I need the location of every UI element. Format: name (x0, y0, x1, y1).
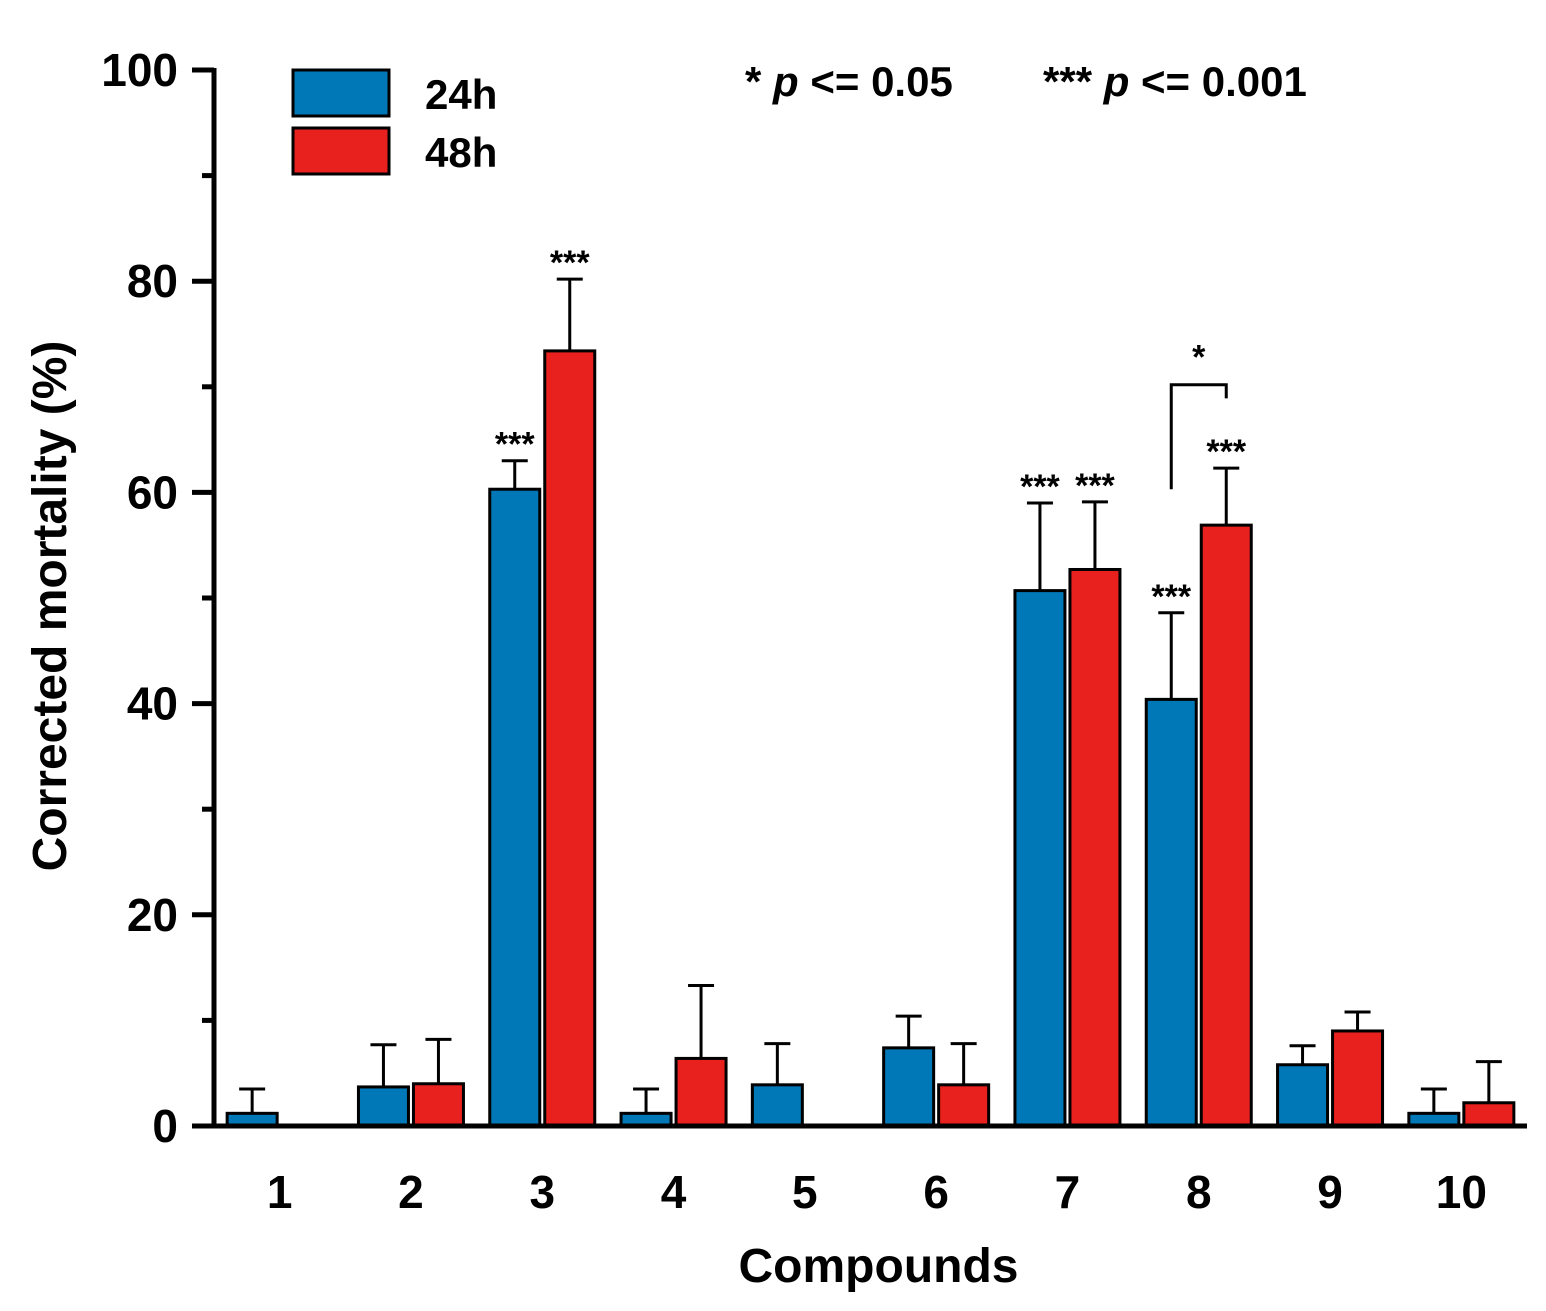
x-tick-label: 4 (661, 1166, 687, 1218)
bar-24h-compound-8 (1144, 697, 1198, 1128)
bar-24h-compound-9 (1276, 1063, 1330, 1128)
legend-label-24h: 24h (425, 71, 497, 118)
note-p: p (772, 58, 799, 105)
significance-label: *** (1020, 468, 1060, 506)
x-tick-label: 9 (1317, 1166, 1343, 1218)
x-tick-label: 6 (923, 1166, 949, 1218)
x-axis-title: Compounds (739, 1240, 1019, 1293)
axes-layer (192, 67, 1527, 1129)
comparison-bracket (1169, 383, 1228, 490)
significance-note: * p <= 0.05 (745, 58, 953, 105)
x-tick-label: 1 (267, 1166, 293, 1218)
bar-24h-compound-2 (356, 1085, 410, 1128)
x-tick-label: 5 (792, 1166, 818, 1218)
bar-24h-compound-5 (750, 1083, 804, 1128)
note-p: p (1103, 58, 1130, 105)
bar-24h-compound-3 (488, 487, 542, 1128)
legend-swatch-24h (291, 68, 391, 118)
x-tick-label: 2 (398, 1166, 424, 1218)
significance-label: *** (550, 244, 590, 282)
significance-notes: * p <= 0.05 *** p <= 0.001 (745, 58, 1307, 105)
y-tick-label: 20 (127, 889, 178, 941)
bar-48h-compound-3 (543, 349, 597, 1128)
significance-label: *** (1075, 467, 1115, 505)
note-threshold: <= 0.05 (799, 58, 953, 105)
bar-48h-compound-8 (1199, 523, 1253, 1128)
bar-24h-compound-7 (1013, 589, 1067, 1128)
bar-24h-compound-6 (882, 1046, 936, 1128)
x-tick-label: 10 (1436, 1166, 1487, 1218)
legend-swatch-48h (291, 126, 391, 176)
x-tick-label: 3 (529, 1166, 555, 1218)
significance-label: *** (1151, 578, 1191, 616)
significance-note: *** p <= 0.001 (1043, 58, 1307, 105)
bar-48h-compound-9 (1331, 1029, 1385, 1128)
comparison-label: * (1192, 339, 1206, 377)
y-tick-label: 60 (127, 466, 178, 518)
bar-48h-compound-2 (411, 1082, 465, 1128)
significance-label: *** (495, 426, 535, 464)
x-tick-label: 7 (1055, 1166, 1081, 1218)
bar-48h-compound-10 (1462, 1101, 1516, 1128)
bar-48h-compound-6 (937, 1083, 991, 1128)
legend-label-48h: 48h (425, 129, 497, 176)
note-symbol: * (745, 58, 773, 105)
bar-48h-compound-7 (1068, 567, 1122, 1128)
y-axis-title: Corrected mortality (%) (24, 341, 77, 872)
significance-label: *** (1206, 433, 1246, 471)
x-tick-label: 8 (1186, 1166, 1212, 1218)
y-tick-label: 0 (152, 1100, 178, 1152)
note-symbol: *** (1043, 58, 1104, 105)
bar-48h-compound-4 (674, 1056, 728, 1128)
y-tick-label: 100 (101, 44, 178, 96)
y-tick-label: 80 (127, 255, 178, 307)
note-threshold: <= 0.001 (1129, 58, 1307, 105)
y-tick-label: 40 (127, 678, 178, 730)
bars-layer (225, 277, 1516, 1128)
